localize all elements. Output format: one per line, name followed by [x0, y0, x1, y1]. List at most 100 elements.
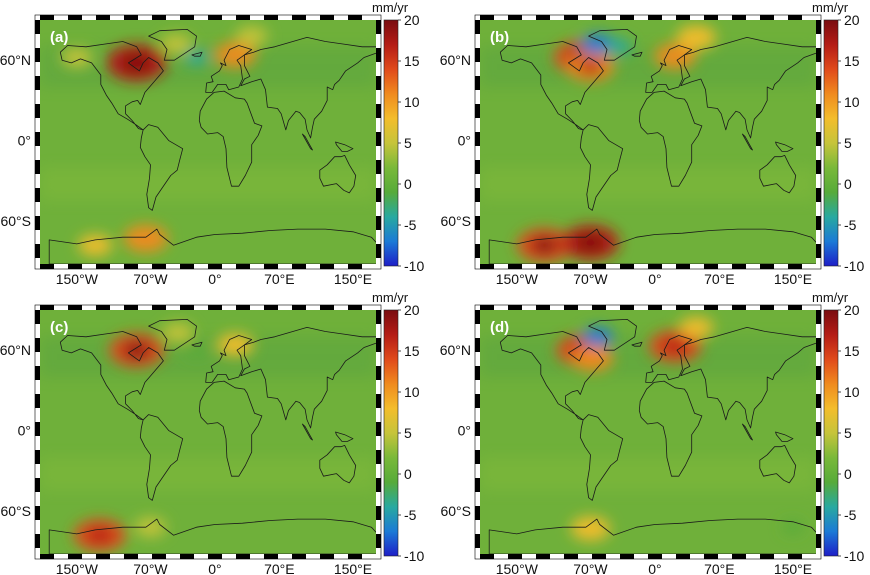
colorbar-tick-label: -10: [844, 258, 864, 274]
feature-baffin-bay: [582, 327, 614, 347]
frame-segment: [816, 534, 821, 548]
coast-sumatra: [302, 423, 313, 441]
colorbar-tick-label: 5: [404, 135, 412, 151]
frame-segment: [802, 554, 816, 559]
y-tick-label: 60°N: [0, 52, 31, 68]
frame-segment: [35, 548, 40, 554]
colorbar-tick-label: 20: [844, 12, 860, 28]
frame-segment: [475, 48, 480, 62]
frame-segment: [475, 188, 480, 202]
colorbar-tick-label: 10: [404, 94, 420, 110]
frame-segment: [376, 548, 381, 554]
frame-segment: [475, 450, 480, 464]
frame-segment: [264, 264, 278, 269]
frame-segment: [550, 554, 564, 559]
frame-segment: [578, 264, 592, 269]
frame-segment: [564, 305, 578, 310]
coast-new-guinea: [335, 141, 354, 152]
frame-segment: [348, 554, 362, 559]
frame-segment: [620, 15, 634, 20]
colorbar: [383, 309, 399, 557]
frame-segment: [690, 15, 704, 20]
frame-segment: [376, 76, 381, 90]
frame-segment: [35, 216, 40, 230]
x-tick-label: 150°W: [496, 561, 539, 575]
frame-segment: [648, 305, 662, 310]
frame-segment: [690, 264, 704, 269]
coastlines: [48, 319, 376, 554]
frame-segment: [774, 15, 788, 20]
frame-segment: [222, 15, 236, 20]
frame-segment: [634, 305, 648, 310]
x-tick-label: 150°E: [774, 561, 812, 575]
frame-segment: [662, 305, 676, 310]
frame-segment: [760, 554, 774, 559]
frame-segment: [68, 554, 82, 559]
frame-segment: [35, 394, 40, 408]
frame-segment: [508, 305, 522, 310]
frame-segment: [40, 305, 54, 310]
frame-segment: [816, 422, 821, 436]
y-tick-label: 60°S: [0, 503, 31, 519]
frame-segment: [124, 554, 138, 559]
y-tick-label: 60°N: [0, 342, 31, 358]
frame-segment: [82, 264, 96, 269]
frame-segment: [816, 324, 821, 338]
frame-segment: [208, 554, 222, 559]
frame-segment: [802, 264, 816, 269]
panel-label: (a): [50, 29, 68, 46]
frame-segment: [236, 15, 250, 20]
frame-segment: [774, 264, 788, 269]
frame-segment: [475, 104, 480, 118]
colorbar-tick-label: -10: [844, 548, 864, 564]
frame-segment: [376, 146, 381, 160]
colorbar-tick-label: -5: [844, 217, 857, 233]
frame-segment: [35, 366, 40, 380]
frame-segment: [320, 305, 334, 310]
feature-antarctic-peninsula: [123, 224, 169, 253]
coast-iceland: [191, 51, 203, 57]
panel-label: (b): [490, 29, 509, 46]
colorbar-tick-label: 5: [844, 425, 852, 441]
frame-segment: [348, 305, 362, 310]
frame-segment: [376, 132, 381, 146]
feature-greenland: [160, 34, 193, 54]
colorbar-tick-label: 20: [404, 12, 420, 28]
map-frame: [34, 304, 382, 560]
frame-segment: [68, 264, 82, 269]
frame-segment: [68, 305, 82, 310]
x-tick-label: 70°E: [704, 561, 735, 575]
frame-segment: [35, 338, 40, 352]
coast-africa: [198, 90, 263, 187]
frame-segment: [475, 366, 480, 380]
coast-asia: [680, 37, 816, 139]
frame-segment: [376, 118, 381, 132]
colorbar-tick-label: -5: [844, 507, 857, 523]
frame-segment: [475, 352, 480, 366]
frame-segment: [376, 380, 381, 394]
frame-segment: [138, 264, 152, 269]
feature-greenland: [604, 38, 632, 56]
frame-segment: [376, 48, 381, 62]
frame-segment: [648, 264, 662, 269]
frame-segment: [592, 554, 606, 559]
frame-segment: [475, 422, 480, 436]
frame-segment: [82, 305, 96, 310]
frame-segment: [718, 15, 732, 20]
frame-segment: [35, 230, 40, 244]
feature-labrador: [571, 345, 614, 372]
frame-segment: [475, 408, 480, 422]
frame-segment: [475, 76, 480, 90]
feature-alaska: [61, 47, 93, 68]
frame-segment: [732, 554, 746, 559]
frame-segment: [676, 305, 690, 310]
coast-new-guinea: [775, 141, 794, 152]
colorbar-tick-label: 0: [844, 176, 852, 192]
coast-antarctica: [48, 518, 376, 554]
frame-segment: [592, 264, 606, 269]
frame-segment: [774, 554, 788, 559]
frame-segment: [376, 90, 381, 104]
frame-segment: [124, 264, 138, 269]
frame-segment: [760, 264, 774, 269]
map-field: [40, 20, 376, 264]
